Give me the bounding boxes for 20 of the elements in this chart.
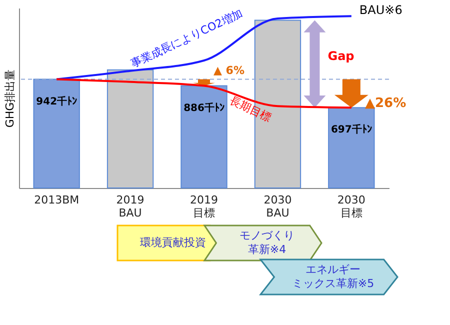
bar xyxy=(33,78,80,188)
text: 環境貢献投資 xyxy=(140,236,206,249)
annotation: ▲ 6% xyxy=(214,64,244,77)
x-tick-label: 2013BM xyxy=(34,194,80,206)
data-label: 697千ﾄﾝ xyxy=(330,124,372,136)
text: モノづくり革新※4 xyxy=(240,229,294,256)
y-axis-title: GHG排出量 xyxy=(4,69,16,128)
series-label: BAU※6 xyxy=(359,3,402,18)
annotation: ▲26% xyxy=(365,96,406,111)
data-label: 886千ﾄﾝ xyxy=(184,102,224,114)
text: エネルギーミックス革新※5 xyxy=(292,263,374,290)
data-label: 942千ﾄﾝ xyxy=(36,95,78,108)
x-tick-label: 2030 目標 xyxy=(337,194,366,220)
x-tick-label: 2030 BAU xyxy=(264,194,292,220)
bar xyxy=(180,85,228,188)
annotation: Gap xyxy=(328,49,355,63)
text: 長期目標 xyxy=(228,94,274,124)
x-tick-label: 2019 目標 xyxy=(190,194,218,220)
bar xyxy=(106,69,154,188)
x-tick-label: 2019 BAU xyxy=(116,194,144,220)
